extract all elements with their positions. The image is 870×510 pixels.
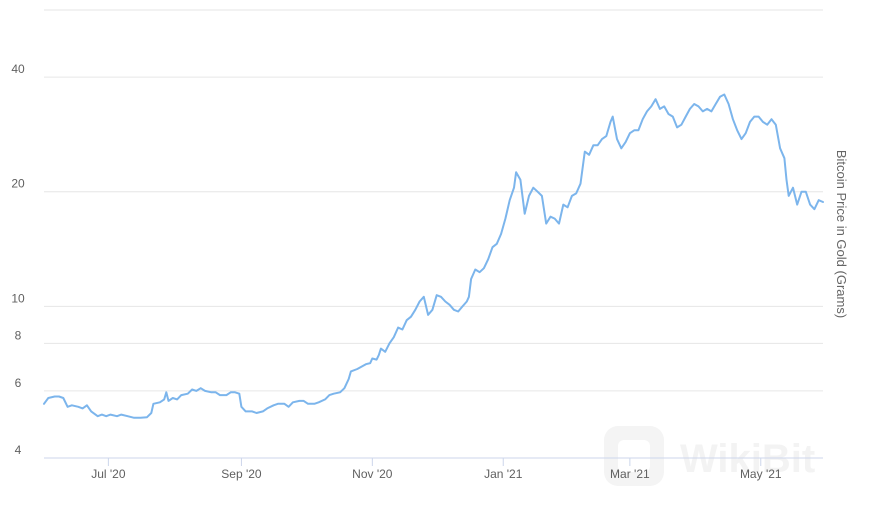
bitcoin-price-line bbox=[43, 93, 824, 419]
svg-text:WikiBit: WikiBit bbox=[680, 437, 815, 481]
y-axis-ticks: 4 6 8 10 20 40 bbox=[11, 62, 25, 457]
y-axis-title: Bitcoin Price in Gold (Grams) bbox=[834, 150, 849, 318]
x-tick-label: Sep '20 bbox=[221, 467, 262, 481]
x-tick-label: Nov '20 bbox=[352, 467, 393, 481]
y-tick-label: 40 bbox=[11, 62, 25, 76]
x-tick-label: Mar '21 bbox=[610, 467, 650, 481]
y-tick-label: 10 bbox=[11, 291, 25, 305]
wikibit-watermark-logo: WikiBit bbox=[604, 426, 815, 486]
gridlines bbox=[44, 9, 823, 392]
x-tick-label: May '21 bbox=[740, 467, 782, 481]
y-tick-label: 4 bbox=[15, 443, 22, 457]
y-tick-label: 6 bbox=[15, 376, 22, 390]
y-tick-label: 20 bbox=[11, 177, 25, 191]
x-tick-label: Jul '20 bbox=[91, 467, 126, 481]
x-axis-ticks: Jul '20 Sep '20 Nov '20 Jan '21 Mar '21 May '… bbox=[91, 458, 782, 481]
y-tick-label: 8 bbox=[15, 328, 22, 342]
x-tick-label: Jan '21 bbox=[484, 467, 523, 481]
